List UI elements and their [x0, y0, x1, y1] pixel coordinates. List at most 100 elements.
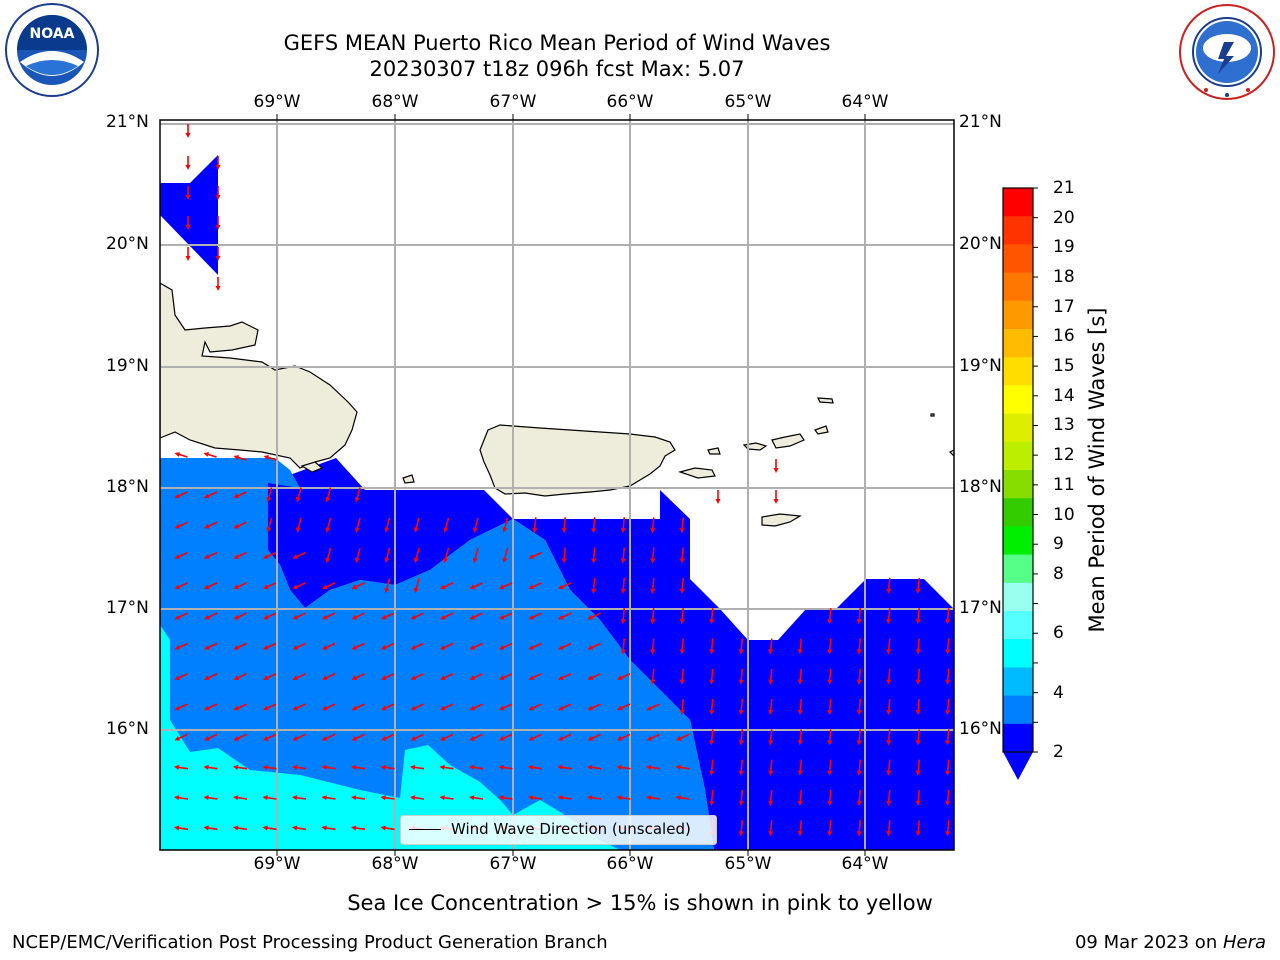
colorbar-segment: [1003, 329, 1033, 358]
colorbar-segment: [1003, 188, 1033, 217]
wind-wave-arrowhead: [204, 675, 210, 680]
wind-wave-arrowhead: [469, 705, 476, 711]
wind-wave-arrowhead: [322, 645, 328, 650]
wind-wave-arrowhead: [616, 764, 622, 770]
chart-subtitle: 20230307 t18z 096h fcst Max: 5.07: [369, 57, 745, 81]
credit-branch: NCEP/EMC/Verification Post Processing Pr…: [12, 932, 608, 953]
wind-wave-arrowhead: [469, 645, 476, 650]
wind-wave-arrowhead: [204, 614, 210, 620]
wind-wave-arrowhead: [768, 649, 774, 655]
wind-wave-arrowhead: [886, 679, 892, 685]
wind-wave-arrowhead: [472, 527, 478, 533]
colorbar-segment: [1003, 639, 1033, 668]
legend-line-swatch: [409, 829, 441, 830]
noaa-logo-text: NOAA: [30, 26, 75, 42]
wind-wave-arrowhead: [856, 709, 862, 716]
colorbar-segment: [1003, 723, 1033, 753]
wind-wave-arrowhead: [679, 649, 685, 655]
wind-wave-arrowhead: [915, 679, 921, 685]
wind-wave-arrowhead: [351, 736, 358, 741]
wind-wave-arrowhead: [856, 618, 862, 625]
lon-label-bottom-6: 64°W: [841, 854, 889, 874]
colorbar-segment: [1003, 216, 1033, 245]
wind-wave-arrowhead: [469, 584, 476, 590]
wind-wave-arrowhead: [322, 736, 328, 741]
wind-wave-arrowhead: [768, 770, 774, 776]
wind-wave-arrowhead: [204, 523, 210, 529]
wind-wave-arrowhead: [587, 614, 594, 620]
wind-wave-arrowhead: [738, 709, 744, 716]
wind-wave-arrowhead: [263, 455, 270, 460]
wind-wave-arrowhead: [292, 645, 299, 650]
credit-date-text: 09 Mar 2023 on: [1074, 932, 1223, 953]
wind-wave-arrowhead: [174, 705, 181, 711]
wind-wave-arrowhead: [185, 165, 191, 170]
wind-wave-arrowhead: [591, 528, 597, 534]
lat-label-left-2: 20°N: [106, 234, 149, 254]
wind-wave-arrowhead: [233, 675, 240, 680]
wind-wave-arrowhead: [856, 831, 862, 837]
wind-wave-arrowhead: [204, 705, 210, 711]
wind-wave-arrowhead: [351, 795, 357, 801]
wind-wave-arrowhead: [886, 618, 892, 625]
wind-wave-arrowhead: [215, 286, 221, 291]
colorbar-tick-marks: [1033, 187, 1038, 753]
lat-label-right-3: 19°N: [959, 356, 1002, 376]
colorbar-segment: [1003, 357, 1033, 386]
colorbar-tick-label: 11: [1053, 474, 1075, 495]
wind-wave-arrowhead: [262, 795, 268, 801]
wind-wave-arrowhead: [679, 588, 685, 594]
wind-wave-arrowhead: [292, 675, 299, 680]
colorbar-segment: [1003, 272, 1033, 302]
wind-wave-arrowhead: [738, 831, 744, 837]
colorbar-segment: [1003, 611, 1033, 640]
wind-wave-arrowhead: [827, 679, 833, 685]
colorbar-segments: [1003, 188, 1033, 753]
wind-wave-arrowhead: [174, 795, 180, 801]
wind-wave-arrowhead: [620, 528, 626, 534]
wind-wave-arrowhead: [233, 645, 240, 650]
wind-wave-arrowhead: [204, 645, 210, 650]
wind-wave-arrowhead: [469, 795, 475, 801]
wind-wave-arrowhead: [620, 618, 626, 625]
wind-wave-arrowhead: [233, 705, 240, 711]
wind-wave-arrowhead: [558, 705, 564, 711]
wind-wave-arrowhead: [413, 587, 419, 594]
wind-wave-arrowhead: [440, 645, 446, 650]
lat-label-right-5: 17°N: [959, 598, 1002, 618]
wind-wave-arrowhead: [233, 523, 240, 529]
wind-wave-arrowhead: [945, 709, 951, 716]
wind-wave-arrowhead: [233, 825, 239, 831]
wind-wave-arrowhead: [827, 618, 833, 625]
wind-wave-arrowhead: [797, 679, 803, 685]
wind-wave-arrowhead: [440, 584, 446, 590]
colorbar-segment: [1003, 554, 1033, 584]
wind-wave-arrowhead: [351, 825, 357, 831]
wind-wave-arrowhead: [558, 584, 564, 590]
wind-wave-arrowhead: [650, 649, 656, 655]
colorbar-tick-label: 20: [1053, 207, 1075, 228]
wind-wave-arrowhead: [768, 740, 774, 746]
wind-wave-arrowhead: [557, 795, 563, 801]
wind-wave-arrowhead: [174, 523, 181, 529]
wind-wave-arrowhead: [469, 675, 476, 680]
wind-wave-arrowhead: [528, 554, 535, 559]
wind-wave-arrowhead: [797, 800, 803, 806]
wind-wave-arrowhead: [886, 831, 892, 837]
wind-wave-arrowhead: [738, 649, 744, 655]
wind-wave-arrowhead: [321, 764, 327, 770]
wind-wave-arrowhead: [499, 584, 505, 590]
lon-label-bottom-1: 69°W: [253, 854, 301, 874]
wind-wave-arrowhead: [469, 764, 475, 770]
lon-label-bottom-3: 67°W: [489, 854, 537, 874]
colorbar-tick-label: 4: [1053, 682, 1064, 703]
wind-wave-arrowhead: [381, 645, 387, 650]
small-island-east: [930, 413, 935, 417]
wind-wave-arrowhead: [797, 831, 803, 837]
wind-wave-arrowhead: [886, 740, 892, 746]
wind-wave-arrowhead: [499, 675, 505, 680]
wind-wave-arrowhead: [443, 527, 449, 533]
lon-label-top-6: 64°W: [841, 92, 889, 112]
saona-island: [300, 461, 324, 473]
wind-wave-arrowhead: [174, 452, 181, 457]
